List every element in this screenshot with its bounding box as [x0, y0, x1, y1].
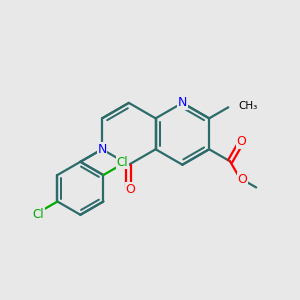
Text: CH₃: CH₃: [238, 101, 258, 111]
Text: O: O: [125, 183, 135, 196]
Text: Cl: Cl: [32, 208, 44, 221]
Text: O: O: [238, 173, 248, 186]
Text: O: O: [236, 135, 246, 148]
Text: Cl: Cl: [117, 156, 128, 169]
Text: N: N: [98, 143, 107, 156]
Text: N: N: [178, 96, 187, 110]
